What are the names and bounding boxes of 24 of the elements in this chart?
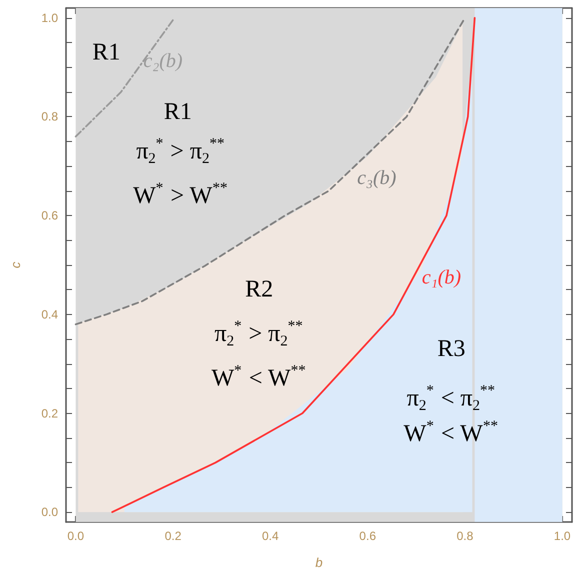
x-tick-label: 0.0: [67, 529, 84, 543]
y-tick-label: 0.4: [41, 307, 58, 322]
y-tick-label: 0.0: [41, 505, 58, 520]
annotation: R1: [92, 39, 120, 66]
y-tick-label: 0.8: [41, 110, 58, 124]
y-tick-label: 1.0: [41, 10, 58, 25]
y-axis-title: c: [8, 261, 23, 268]
y-tick-label: 0.2: [41, 406, 58, 420]
x-tick-label: 0.2: [164, 529, 182, 543]
annotation: R1: [164, 98, 192, 125]
annotation: W* < W**: [404, 418, 498, 448]
series-label: c₁(b): [422, 266, 462, 288]
series-label: c₂(b): [143, 50, 183, 72]
annotation: W* > W**: [133, 180, 228, 209]
series-label: c₃(b): [357, 166, 397, 189]
y-tick-label: 0.6: [41, 208, 58, 223]
annotation: W* < W**: [211, 363, 306, 392]
x-tick-label: 1.0: [554, 529, 571, 543]
x-axis-title: b: [315, 555, 323, 570]
x-tick-label: 0.4: [262, 529, 280, 543]
annotation: R3: [437, 336, 466, 362]
x-tick-label: 0.6: [359, 529, 376, 543]
x-tick-label: 0.8: [456, 529, 474, 543]
annotation: R2: [245, 276, 274, 303]
